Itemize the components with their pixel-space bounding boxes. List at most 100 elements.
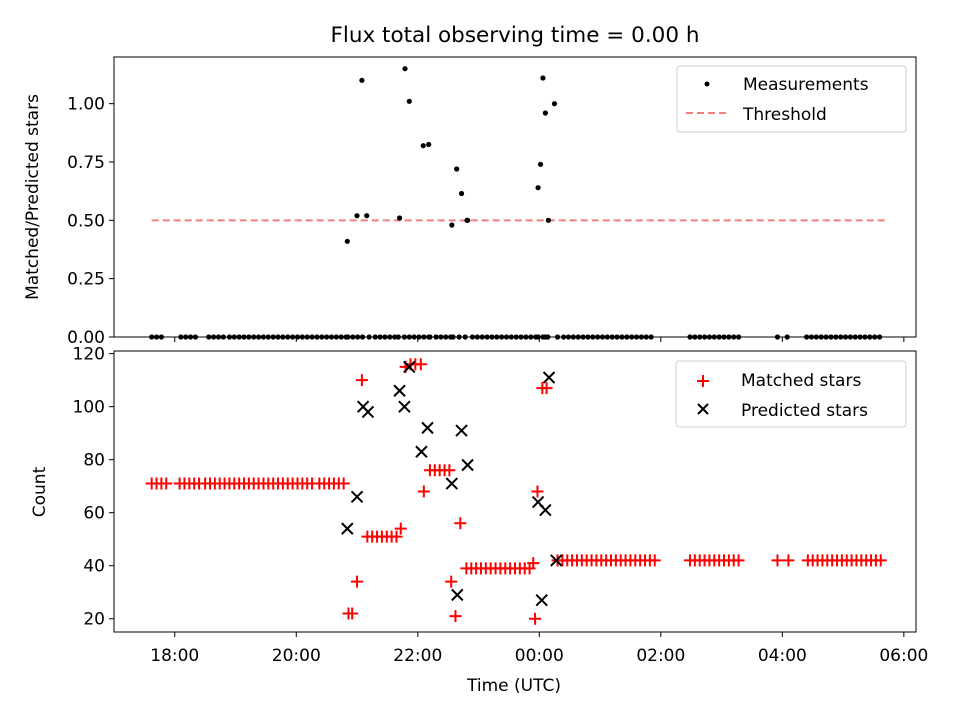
- chart-title: Flux total observing time = 0.00 h: [331, 23, 700, 48]
- y-tick-label-top: 0.00: [67, 328, 105, 348]
- matched-star-point: [540, 382, 553, 395]
- legend-bottom: Matched stars Predicted stars: [675, 360, 907, 428]
- x-tick-label: 04:00: [758, 646, 807, 666]
- predicted-star-point: [398, 400, 411, 413]
- predicted-star-point: [421, 421, 434, 435]
- matched-star-point: [782, 554, 795, 567]
- matched-star-point: [732, 554, 745, 567]
- measurement-point: [551, 101, 558, 107]
- predicted-star-point: [539, 503, 552, 517]
- legend-box-bottom: [675, 360, 907, 428]
- matched-star-point: [454, 517, 467, 530]
- predicted-star-point: [542, 371, 556, 384]
- measurement-point: [449, 222, 455, 228]
- predicted-star-point: [455, 424, 468, 437]
- measurement-point: [458, 190, 465, 197]
- measurement-point: [542, 110, 548, 116]
- x-tick-label: 00:00: [515, 646, 564, 666]
- matched-star-point: [445, 575, 458, 588]
- x-tick-label: 20:00: [272, 646, 321, 666]
- y-tick-label-bottom: 20: [83, 610, 105, 630]
- plot-frame-bottom: [113, 350, 917, 633]
- y-axis-label-top: Matched/Predicted stars: [23, 94, 43, 300]
- matched-star-point: [771, 554, 784, 567]
- matched-stars-series: [145, 358, 887, 625]
- y-axis-bottom: 20 40 60 80 100 120: [73, 345, 114, 630]
- matched-star-point: [529, 612, 542, 625]
- matched-star-point: [390, 530, 403, 543]
- legend-label-measurements: Measurements: [743, 75, 869, 95]
- predicted-star-point: [341, 522, 354, 535]
- matched-star-point: [351, 575, 364, 588]
- legend-marker-matched: [697, 375, 709, 387]
- measurement-point: [537, 161, 544, 167]
- x-tick-label: 06:00: [879, 646, 928, 666]
- predicted-star-point: [393, 384, 406, 397]
- y-tick-label-top: 1.00: [67, 95, 105, 115]
- predicted-star-point: [403, 360, 416, 374]
- y-tick-label-top: 0.75: [67, 153, 105, 173]
- measurement-point: [420, 143, 426, 149]
- matched-star-point: [337, 477, 350, 490]
- plot-frame-top: [113, 56, 917, 338]
- y-tick-label-bottom: 100: [73, 398, 105, 418]
- y-tick-label-bottom: 40: [83, 557, 105, 577]
- y-tick-label-top: 0.50: [67, 211, 105, 231]
- measurement-point: [354, 213, 360, 219]
- panel-bottom-counts: 20 40 60 80 100 120 18:00 20:00 22:00 00:00 02:00…: [30, 345, 928, 696]
- measurement-point: [359, 77, 365, 83]
- matched-star-point: [531, 485, 544, 498]
- matched-star-point: [355, 374, 368, 387]
- x-tick-label: 18:00: [150, 646, 199, 666]
- legend-marker-predicted: [697, 403, 709, 415]
- predicted-star-point: [415, 445, 428, 458]
- measurement-point: [454, 166, 460, 172]
- measurement-point: [406, 98, 412, 104]
- y-tick-label-bottom: 120: [73, 345, 105, 365]
- measurement-point: [344, 238, 350, 244]
- matched-star-point: [449, 610, 462, 623]
- y-tick-label-bottom: 60: [83, 504, 105, 524]
- predicted-star-point: [445, 477, 459, 490]
- x-axis-bottom: 18:00 20:00 22:00 00:00 02:00 04:00 06:00: [150, 632, 928, 666]
- matched-star-point: [648, 554, 661, 567]
- predicted-star-point: [350, 490, 364, 504]
- matched-star-point: [443, 464, 456, 477]
- predicted-star-point: [461, 458, 474, 472]
- measurement-point: [464, 217, 470, 223]
- matched-star-point: [417, 485, 430, 498]
- matched-star-point: [160, 477, 173, 490]
- matched-star-point: [527, 557, 540, 570]
- predicted-star-point: [535, 593, 548, 607]
- predicted-star-point: [451, 588, 464, 602]
- y-axis-top: 0.00 0.25 0.50 0.75 1.00: [67, 95, 114, 348]
- measurement-point: [364, 213, 370, 219]
- predicted-star-point: [550, 554, 563, 567]
- measurement-point: [426, 141, 432, 148]
- legend-label-matched: Matched stars: [741, 371, 861, 391]
- matched-star-point: [346, 607, 359, 620]
- x-axis-label: Time (UTC): [466, 676, 561, 696]
- legend-box-top: [676, 65, 907, 133]
- panel-top-ratio: 0.00 0.25 0.50 0.75 1.00 Matched/Predicted s…: [23, 56, 917, 348]
- x-tick-label: 22:00: [393, 646, 442, 666]
- y-tick-label-top: 0.25: [67, 270, 105, 290]
- measurement-point: [535, 185, 541, 191]
- legend-top: Measurements Threshold: [676, 65, 907, 133]
- matched-star-point: [414, 358, 427, 371]
- legend-label-predicted: Predicted stars: [741, 401, 868, 421]
- measurement-point: [396, 215, 403, 221]
- matched-star-point: [874, 554, 887, 567]
- matched-star-point: [394, 522, 407, 535]
- legend-label-threshold: Threshold: [742, 105, 827, 125]
- predicted-star-point: [361, 405, 375, 419]
- measurement-point: [402, 66, 408, 72]
- y-tick-label-bottom: 80: [83, 451, 105, 471]
- measurement-point: [545, 217, 552, 223]
- legend-marker-measurements: [704, 81, 710, 87]
- x-tick-label: 02:00: [636, 646, 685, 666]
- predicted-stars-series: [341, 360, 563, 607]
- y-axis-label-bottom: Count: [30, 466, 50, 517]
- measurement-point: [540, 75, 546, 81]
